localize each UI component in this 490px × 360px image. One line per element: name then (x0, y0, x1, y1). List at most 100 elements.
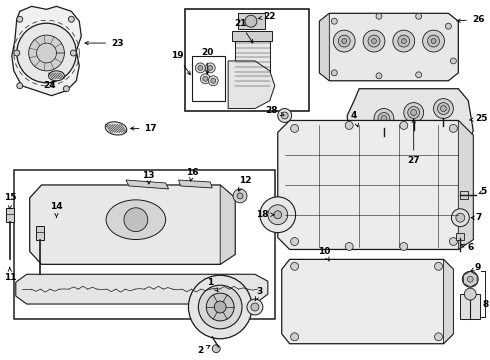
Circle shape (205, 63, 215, 73)
Circle shape (462, 271, 478, 287)
Bar (193, 56, 225, 100)
Text: 11: 11 (3, 267, 16, 282)
Polygon shape (458, 121, 473, 249)
Circle shape (441, 105, 446, 112)
Text: 10: 10 (318, 247, 331, 261)
Polygon shape (30, 185, 235, 264)
Circle shape (245, 15, 257, 27)
Circle shape (338, 35, 350, 47)
Circle shape (438, 103, 449, 114)
Circle shape (278, 109, 292, 122)
Circle shape (345, 243, 353, 251)
Circle shape (449, 125, 457, 132)
Text: 8: 8 (482, 300, 488, 309)
Circle shape (400, 121, 408, 129)
Text: 25: 25 (469, 114, 488, 123)
Polygon shape (228, 61, 275, 109)
Circle shape (291, 262, 298, 270)
Circle shape (29, 35, 64, 71)
Polygon shape (16, 274, 268, 304)
Circle shape (467, 276, 473, 282)
Bar (185, 9, 310, 111)
Text: 18: 18 (256, 210, 274, 219)
Circle shape (331, 18, 337, 24)
Text: 12: 12 (239, 176, 251, 191)
Polygon shape (319, 13, 458, 81)
Polygon shape (347, 89, 473, 152)
Circle shape (404, 103, 424, 122)
Circle shape (17, 23, 76, 83)
Text: 20: 20 (201, 49, 214, 74)
Circle shape (445, 23, 451, 29)
Text: 22: 22 (258, 12, 276, 21)
Circle shape (198, 285, 242, 329)
Circle shape (211, 78, 216, 83)
Text: 17: 17 (131, 124, 157, 133)
Bar (238, 13, 265, 29)
Text: 27: 27 (407, 119, 420, 165)
Text: 21: 21 (234, 19, 253, 43)
Circle shape (247, 299, 263, 315)
Text: 15: 15 (3, 193, 16, 209)
Circle shape (401, 39, 406, 44)
Circle shape (408, 107, 419, 118)
Circle shape (17, 16, 23, 22)
Bar (232, 31, 272, 41)
Circle shape (450, 58, 456, 64)
Circle shape (451, 209, 469, 227)
Circle shape (291, 238, 298, 246)
Circle shape (196, 63, 205, 73)
Text: 5: 5 (479, 188, 486, 197)
Polygon shape (12, 6, 81, 96)
Circle shape (206, 293, 234, 321)
Text: 24: 24 (43, 81, 56, 90)
Circle shape (381, 116, 387, 121)
Circle shape (214, 301, 226, 313)
Polygon shape (278, 121, 473, 249)
Text: 13: 13 (143, 171, 155, 184)
Circle shape (208, 76, 218, 86)
Circle shape (331, 70, 337, 76)
Circle shape (203, 76, 208, 81)
Circle shape (291, 333, 298, 341)
Ellipse shape (49, 71, 64, 81)
Text: 16: 16 (186, 167, 198, 181)
Circle shape (274, 211, 282, 219)
Text: 14: 14 (50, 202, 63, 217)
Text: 28: 28 (266, 106, 284, 116)
Circle shape (251, 303, 259, 311)
Circle shape (428, 35, 440, 47)
Circle shape (321, 43, 327, 49)
Text: 19: 19 (171, 51, 190, 75)
Circle shape (376, 13, 382, 19)
Circle shape (363, 30, 385, 52)
Circle shape (440, 126, 447, 134)
Circle shape (200, 74, 210, 84)
Polygon shape (319, 13, 329, 81)
Bar (460, 294, 480, 319)
Circle shape (374, 109, 394, 129)
Circle shape (198, 66, 203, 70)
Circle shape (281, 112, 288, 119)
Circle shape (400, 243, 408, 251)
Bar (460, 191, 468, 199)
Circle shape (416, 72, 421, 78)
Text: 4: 4 (351, 111, 359, 127)
Text: 1: 1 (207, 278, 218, 292)
Circle shape (268, 205, 288, 225)
Circle shape (465, 288, 476, 300)
Bar (36, 226, 44, 239)
Polygon shape (464, 271, 477, 287)
Text: 6: 6 (461, 243, 473, 252)
Circle shape (212, 345, 220, 353)
Circle shape (456, 213, 465, 222)
Circle shape (260, 197, 295, 233)
Circle shape (380, 136, 388, 144)
Ellipse shape (105, 122, 127, 135)
Bar (235, 36, 270, 91)
Polygon shape (282, 260, 453, 344)
Circle shape (422, 30, 444, 52)
Circle shape (416, 13, 421, 19)
Circle shape (410, 130, 417, 138)
Circle shape (371, 39, 376, 44)
